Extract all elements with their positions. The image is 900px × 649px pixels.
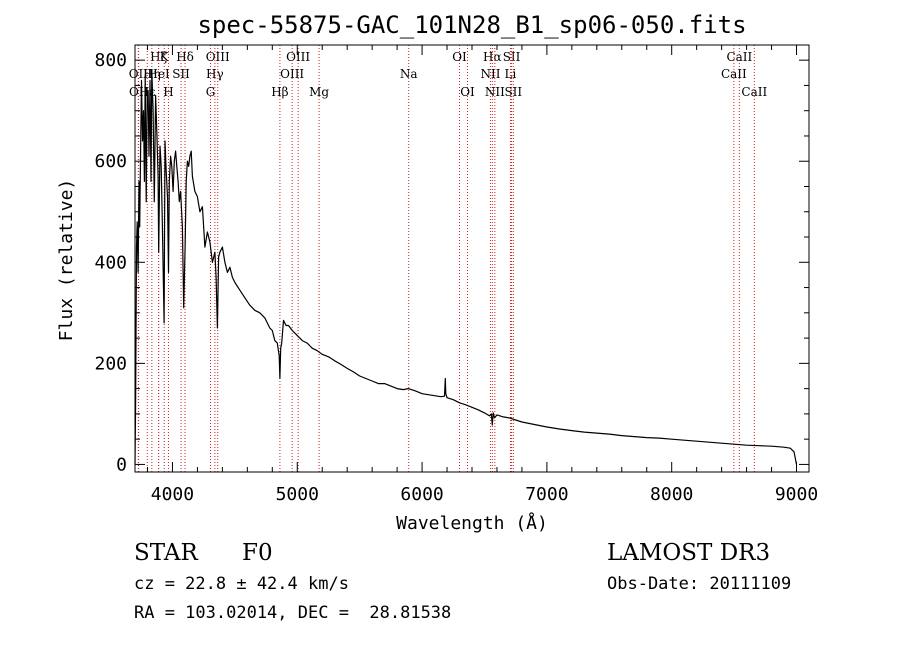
line-label-6: HeI — [147, 67, 170, 81]
y-axis-label: Flux (relative) — [56, 179, 77, 342]
x-tick-label-3: 7000 — [525, 484, 568, 505]
redshift-cz: cz = 22.8 ± 42.4 km/s — [134, 574, 349, 594]
line-label-22: NII — [485, 85, 505, 99]
x-tick-label-0: 4000 — [151, 484, 194, 505]
x-tick-label-5: 9000 — [775, 484, 818, 505]
line-label-13: Hβ — [271, 85, 288, 99]
x-axis-label: Wavelength (Å) — [396, 512, 548, 534]
y-tick-label-0: 0 — [116, 454, 127, 475]
line-label-26: CaII — [726, 50, 752, 64]
x-tick-label-2: 6000 — [400, 484, 443, 505]
y-tick-label-1: 200 — [94, 353, 127, 374]
x-tick-label-1: 5000 — [276, 484, 319, 505]
line-label-14: OIII — [286, 50, 310, 64]
line-label-19: OI — [460, 85, 475, 99]
line-label-17: Na — [400, 67, 418, 81]
line-label-2: OII — [129, 85, 149, 99]
line-label-15: OIII — [280, 67, 304, 81]
line-label-18: OI — [452, 50, 467, 64]
line-label-25: SII — [504, 85, 522, 99]
chart-title: spec-55875-GAC_101N28_B1_sp06-050.fits — [197, 11, 746, 39]
y-tick-label-2: 400 — [94, 252, 127, 273]
line-label-21: NII — [480, 67, 500, 81]
ra-dec-coordinates: RA = 103.02014, DEC = 28.81538 — [134, 603, 452, 623]
line-label-7: H — [163, 85, 173, 99]
plot-frame — [134, 44, 810, 473]
series-layer — [134, 69, 798, 465]
line-label-27: CaII — [721, 67, 747, 81]
line-label-16: Mg — [309, 85, 329, 99]
x-tick-label-4: 8000 — [650, 484, 693, 505]
object-class: STAR — [134, 540, 198, 566]
line-label-5: K — [160, 50, 170, 64]
line-label-23: SII — [503, 50, 521, 64]
series-line-0 — [134, 69, 798, 465]
line-label-24: Li — [505, 67, 517, 81]
line-label-20: Hα — [483, 50, 502, 64]
line-label-12: G — [206, 85, 216, 99]
line-label-28: CaII — [741, 85, 767, 99]
y-tick-label-3: 600 — [94, 151, 127, 172]
line-label-9: SII — [172, 67, 190, 81]
observation-date: Obs-Date: 20111109 — [607, 574, 792, 594]
object-subclass: F0 — [242, 540, 273, 566]
line-label-1: OII — [129, 67, 149, 81]
line-label-8: Hδ — [176, 50, 194, 64]
line-label-10: OIII — [206, 50, 230, 64]
line-label-11: Hγ — [206, 67, 224, 81]
survey-name: LAMOST DR3 — [607, 540, 771, 566]
y-tick-label-4: 800 — [94, 50, 127, 71]
axis-ticks: 4000 5000 6000 7000 8000 9000 0 200 400 600 800 — [94, 45, 818, 505]
